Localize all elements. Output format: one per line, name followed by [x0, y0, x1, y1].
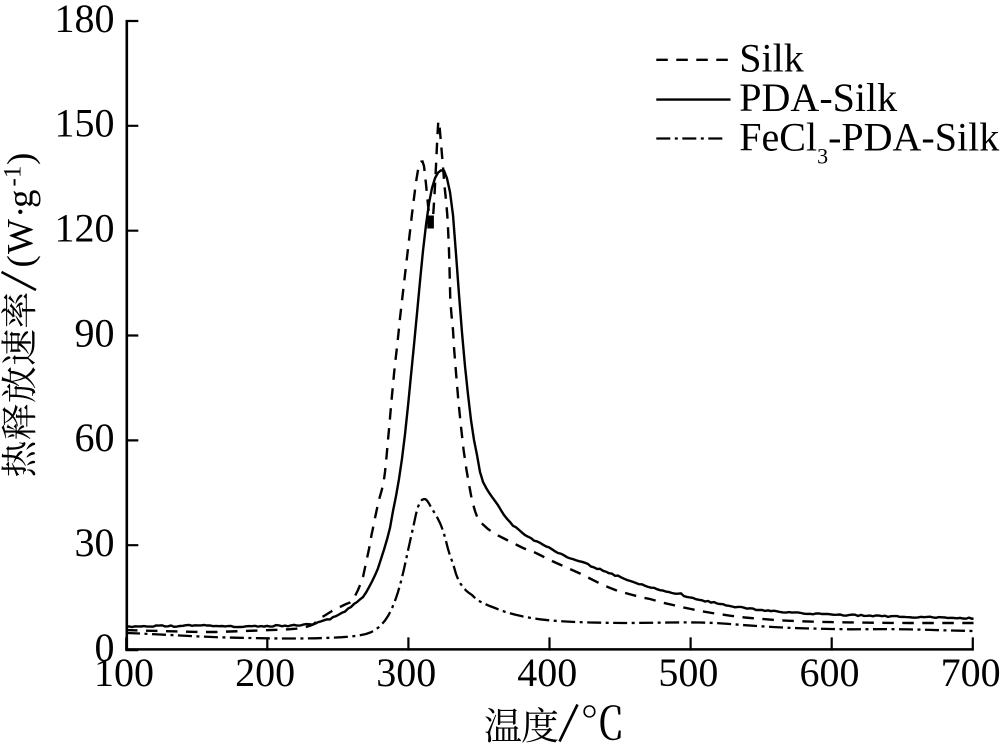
svg-text:g: g	[1, 190, 42, 209]
svg-text:PDA-Silk: PDA-Silk	[739, 75, 897, 120]
svg-text:300: 300	[376, 650, 436, 695]
svg-text:Silk: Silk	[739, 35, 803, 80]
svg-text:180: 180	[55, 0, 115, 41]
svg-text:400: 400	[517, 650, 577, 695]
svg-text:0: 0	[95, 625, 115, 670]
svg-text:700: 700	[941, 650, 1000, 695]
svg-text:600: 600	[800, 650, 860, 695]
svg-text:120: 120	[55, 206, 115, 251]
svg-text:-1: -1	[0, 166, 27, 187]
svg-text:·: ·	[1, 206, 42, 218]
svg-text:(: (	[1, 255, 42, 267]
svg-text:200: 200	[235, 650, 295, 695]
svg-text:90: 90	[75, 310, 115, 355]
svg-text:150: 150	[55, 101, 115, 146]
svg-text:60: 60	[75, 415, 115, 460]
svg-text:100: 100	[94, 650, 154, 695]
svg-text:500: 500	[658, 650, 718, 695]
svg-text:W: W	[1, 219, 42, 254]
svg-text:): )	[1, 153, 42, 165]
svg-text:30: 30	[75, 520, 115, 565]
svg-text:FeCl3-PDA-Silk: FeCl3-PDA-Silk	[739, 115, 999, 169]
